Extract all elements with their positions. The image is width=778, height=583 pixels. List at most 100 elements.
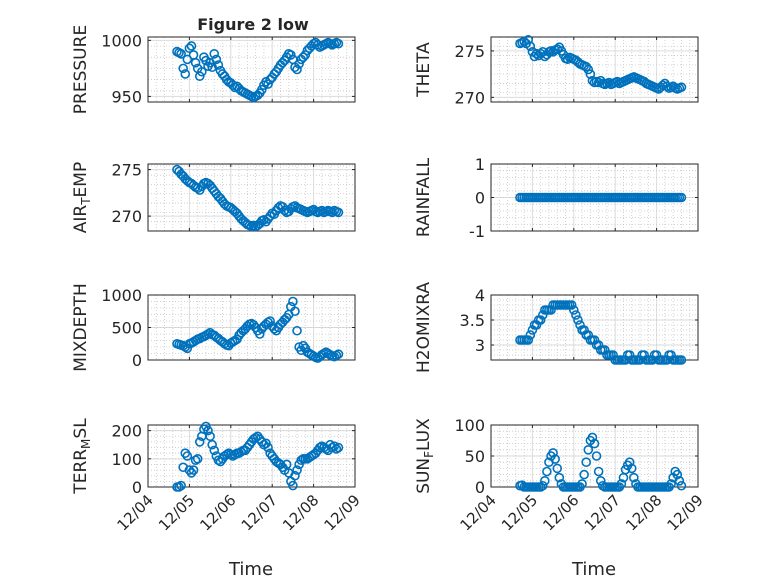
y-axis-label: MIXDEPTH (71, 283, 91, 372)
data-point (254, 329, 265, 339)
data-point (178, 63, 188, 74)
data-point (298, 52, 309, 62)
y-tick-label: 4 (475, 286, 485, 305)
y-tick-label: 275 (111, 161, 142, 180)
series-markers (515, 300, 687, 365)
data-point (579, 469, 589, 480)
data-point (292, 64, 302, 75)
data-point (531, 48, 542, 59)
y-tick-label: 1000 (101, 286, 142, 305)
data-point (333, 442, 344, 453)
data-point (581, 457, 592, 468)
data-point (525, 41, 536, 52)
data-point (568, 305, 579, 315)
data-point (190, 455, 201, 466)
series-markers (172, 296, 344, 363)
data-point (676, 82, 687, 92)
data-point (176, 49, 186, 59)
y-tick-label: 100 (454, 416, 485, 435)
series-markers (172, 37, 344, 103)
data-point (182, 451, 193, 461)
figure-title: Figure 2 low (197, 15, 309, 34)
data-point (571, 310, 581, 320)
data-point (186, 41, 197, 51)
data-point (290, 470, 300, 481)
data-point (537, 480, 548, 491)
data-point (194, 71, 205, 82)
data-point (535, 315, 546, 325)
data-point (589, 438, 600, 449)
data-point (552, 463, 563, 474)
y-tick-label: 200 (111, 422, 142, 441)
series-markers (172, 421, 344, 492)
data-point (676, 480, 687, 491)
y-axis-label: AIRTEMP (71, 162, 93, 233)
data-point (296, 455, 306, 466)
data-point (209, 49, 220, 59)
data-point (315, 442, 325, 453)
y-axis-label: TERRMSL (71, 418, 93, 495)
panel-air-temp: 270 275 AIRTEMP (71, 161, 356, 233)
panel-rainfall: -1 0 1 RAINFALL (414, 155, 699, 241)
data-point (591, 451, 602, 461)
data-point (279, 205, 290, 216)
data-point (550, 454, 560, 464)
data-point (676, 192, 687, 203)
data-point (174, 482, 184, 492)
data-point (286, 50, 296, 60)
y-axis-label: THETA (414, 42, 434, 98)
data-point (577, 479, 587, 489)
data-point (265, 316, 275, 326)
data-point (192, 454, 203, 464)
y-tick-label: 0 (475, 478, 485, 497)
data-point (585, 69, 596, 79)
data-point (573, 315, 583, 325)
axes-frame (147, 424, 356, 488)
data-point (333, 349, 344, 359)
data-point (203, 425, 213, 436)
y-tick-label: 100 (111, 450, 142, 469)
data-point (298, 340, 309, 351)
data-point (292, 325, 302, 336)
series-markers (515, 192, 687, 203)
y-tick-label: 270 (454, 88, 485, 107)
y-axis-label: H2OMIXRA (414, 282, 434, 373)
panel-h2omixra: 3 3.5 4 H2OMIXRA (414, 282, 699, 373)
data-point (176, 480, 186, 491)
y-tick-label: 0 (132, 478, 142, 497)
y-tick-label: 3.5 (460, 311, 485, 330)
data-point (583, 64, 594, 75)
data-point (263, 79, 273, 89)
axes-background (148, 425, 355, 487)
data-point (288, 296, 298, 307)
y-tick-label: -1 (469, 222, 485, 241)
data-point (263, 442, 273, 453)
data-point (593, 466, 604, 477)
data-point (554, 472, 565, 483)
data-point (674, 475, 685, 486)
y-tick-label: 1000 (101, 31, 142, 50)
data-point (257, 84, 267, 95)
data-point (290, 306, 300, 317)
y-tick-label: 1 (475, 155, 485, 174)
panel-mixdepth: 0 500 1000 MIXDEPTH (71, 283, 356, 372)
data-point (523, 34, 534, 45)
y-tick-label: 0 (475, 189, 485, 208)
data-point (180, 69, 191, 79)
y-axis-label: RAINFALL (414, 157, 434, 237)
data-point (327, 442, 338, 453)
data-point (333, 207, 344, 218)
data-point (676, 355, 687, 365)
data-point (209, 445, 220, 456)
data-point (542, 466, 552, 477)
data-point (213, 60, 224, 70)
data-point (194, 437, 205, 447)
data-point (672, 469, 683, 480)
data-point (292, 465, 302, 475)
data-point (281, 459, 292, 470)
data-point (269, 323, 280, 334)
data-point (666, 479, 676, 489)
xlabel-right: Time (571, 559, 616, 580)
y-tick-label: 50 (465, 447, 485, 466)
